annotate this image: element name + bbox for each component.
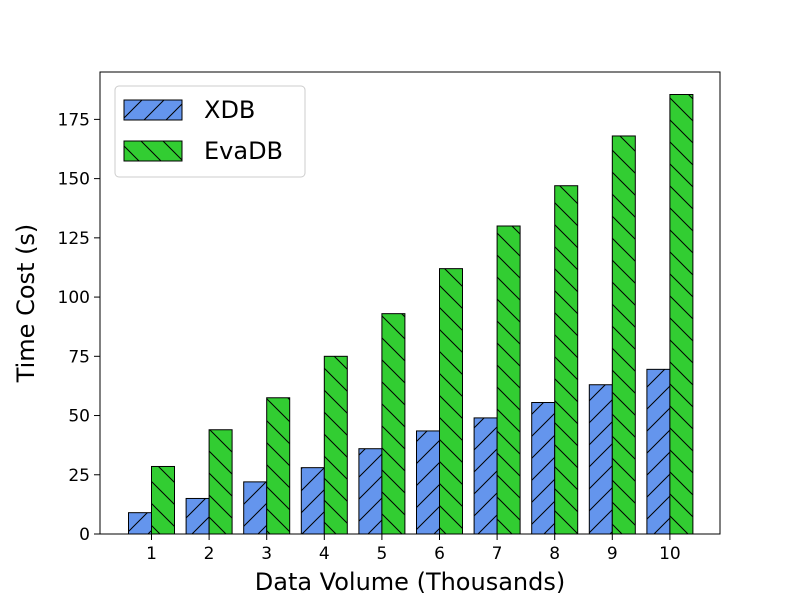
- bar-evadb-1: [151, 465, 175, 535]
- y-tick-label: 25: [68, 466, 90, 486]
- bar-xdb-4: [300, 467, 325, 535]
- y-tick-label: 100: [58, 288, 90, 308]
- y-tick-label: 50: [68, 407, 90, 427]
- legend-item-xdb: XDB: [123, 96, 255, 124]
- x-tick-label: 5: [376, 544, 387, 564]
- y-tick-label: 75: [68, 347, 90, 367]
- x-tick-label: 7: [492, 544, 503, 564]
- bar-evadb-2: [208, 429, 233, 535]
- x-tick-label: 10: [659, 544, 681, 564]
- x-tick-label: 6: [434, 544, 445, 564]
- x-axis-title: Data Volume (Thousands): [255, 568, 565, 596]
- y-tick-label: 175: [58, 110, 90, 130]
- x-tick-label: 1: [146, 544, 157, 564]
- bar-xdb-1: [128, 512, 152, 535]
- bar-xdb-3: [243, 481, 268, 535]
- bar-evadb-6: [439, 268, 463, 535]
- bar-xdb-2: [185, 497, 210, 535]
- x-tick-label: 9: [607, 544, 618, 564]
- legend-item-evadb: EvaDB: [123, 137, 283, 165]
- y-tick-label: 150: [58, 170, 90, 190]
- x-tick-label: 4: [319, 544, 330, 564]
- y-tick-label: 125: [58, 229, 90, 249]
- y-axis-title: Time Cost (s): [12, 224, 40, 384]
- legend-label: EvaDB: [204, 137, 283, 165]
- bar-evadb-3: [266, 397, 291, 535]
- x-tick-label: 2: [204, 544, 215, 564]
- legend: XDB EvaDB: [114, 85, 306, 178]
- x-tick-label: 3: [261, 544, 272, 564]
- axes-layer: 0 25 50 75 100 125 150 175 1 2 3 4 5 6 7 8 9 10: [58, 71, 721, 564]
- bar-evadb-7: [496, 225, 521, 535]
- bar-xdb-9: [588, 384, 613, 535]
- bar-xdb-6: [416, 430, 440, 535]
- bar-evadb-10: [669, 94, 694, 535]
- y-tick-label: 0: [79, 525, 90, 545]
- bar-evadb-5: [381, 313, 406, 535]
- bar-evadb-4: [323, 355, 348, 535]
- bar-xdb-5: [358, 448, 383, 535]
- bar-xdb-7: [473, 417, 498, 535]
- bars-layer: [128, 94, 694, 535]
- legend-label: XDB: [204, 96, 255, 124]
- bar-xdb-8: [531, 402, 556, 535]
- bar-xdb-10: [646, 368, 671, 535]
- plot-frame: [99, 71, 721, 535]
- x-tick-label: 8: [549, 544, 560, 564]
- bar-evadb-9: [611, 135, 636, 535]
- bar-evadb-8: [554, 185, 579, 535]
